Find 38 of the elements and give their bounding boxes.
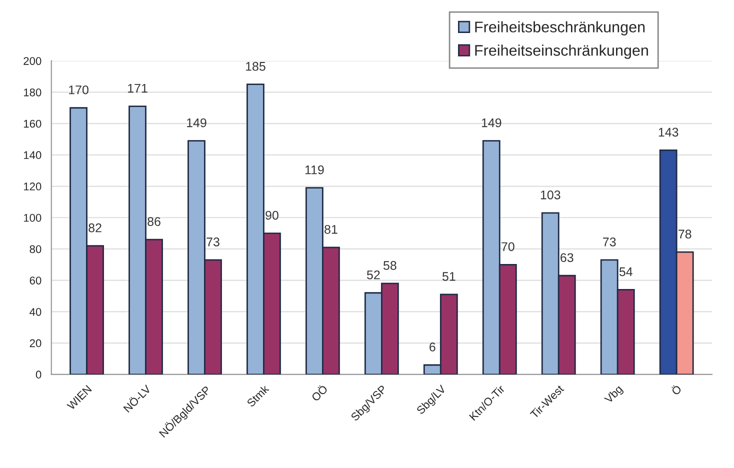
data-label: 6 xyxy=(430,342,436,352)
data-label: 149 xyxy=(187,118,206,128)
data-label: 52 xyxy=(366,270,380,280)
data-label: 70 xyxy=(502,242,514,252)
y-tick-label: 60 xyxy=(30,276,42,284)
legend-label: Freiheitsbeschränkungen xyxy=(475,21,645,36)
data-label: 54 xyxy=(619,267,632,276)
data-label: 171 xyxy=(128,84,148,93)
x-tick-label: OÖ xyxy=(310,384,328,402)
legend-label: Freiheitseinschränkungen xyxy=(475,44,648,59)
y-tick-label: 80 xyxy=(30,245,42,254)
data-label: 185 xyxy=(246,62,266,71)
data-label: 58 xyxy=(383,261,396,270)
data-label: 103 xyxy=(540,190,560,200)
data-label: 119 xyxy=(305,165,324,174)
data-label: 143 xyxy=(658,128,678,137)
x-tick-label: Vbg xyxy=(604,384,624,406)
data-label: 73 xyxy=(603,238,616,246)
data-label: 63 xyxy=(560,253,574,262)
y-tick-label: 180 xyxy=(24,88,42,96)
y-tick-label: 200 xyxy=(24,57,42,65)
y-tick-label: 0 xyxy=(36,370,42,379)
y-tick-label: 160 xyxy=(24,120,42,128)
data-label: 90 xyxy=(266,210,278,220)
data-label: 170 xyxy=(69,85,88,94)
data-label: 149 xyxy=(482,118,502,128)
data-label: 86 xyxy=(148,217,160,226)
y-tick-label: 20 xyxy=(30,339,42,348)
y-tick-label: 100 xyxy=(24,214,42,222)
y-tick-label: 40 xyxy=(30,308,42,316)
y-tick-label: 140 xyxy=(24,151,42,160)
y-tick-label: 120 xyxy=(24,182,42,190)
data-label: 51 xyxy=(442,272,456,281)
data-label: 78 xyxy=(678,230,692,239)
data-label: 82 xyxy=(88,223,102,232)
x-tick-label: Ö xyxy=(670,384,682,396)
data-label: 81 xyxy=(324,224,338,234)
data-label: 73 xyxy=(206,238,220,246)
